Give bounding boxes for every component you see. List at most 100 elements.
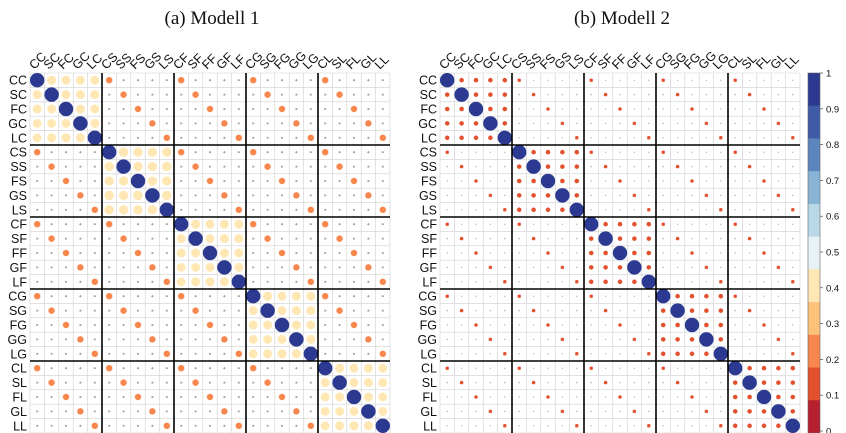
- panel-a-cell-FS-LL: [381, 179, 384, 183]
- panel-a-cell-SL-CG: [252, 381, 255, 384]
- panel-b-cell-GG-SF: [605, 338, 607, 340]
- panel-b-cell-SF-LS: [576, 238, 578, 240]
- panel-a-cell-CC-FF: [208, 79, 212, 82]
- panel-a-cell-SG-SF: [192, 307, 199, 314]
- panel-b-cell-LC-GF: [633, 137, 636, 139]
- panel-a-cell-FC-SC: [47, 104, 57, 114]
- panel-a-cell-SC-GF: [223, 93, 226, 96]
- panel-a-cell-SG-FF: [208, 309, 212, 312]
- panel-b-cell-FF-FF: [612, 245, 628, 261]
- panel-b-cell-GG-LL: [792, 338, 794, 340]
- panel-a-cell-LC-GS: [151, 136, 154, 139]
- panel-a-cell-SF-CF: [176, 234, 186, 244]
- panel-a-cell-FL-SS: [122, 395, 125, 399]
- panel-a-cell-FS-LS: [162, 176, 172, 186]
- panel-b-cell-SL-FG: [691, 382, 693, 384]
- panel-b-cell-GS-CF: [590, 194, 592, 196]
- panel-a-cell-FC-SF: [194, 107, 197, 111]
- panel-a-cell-CS-GF: [223, 151, 226, 154]
- panel-b-cell-LF-LG: [719, 280, 723, 284]
- panel-a-cell-GS-GC: [77, 192, 84, 199]
- panel-a-cell-GG-FG: [277, 334, 287, 344]
- panel-b-cell-LG-GG: [704, 351, 709, 357]
- panel-b-cell-FG-LS: [576, 324, 578, 326]
- panel-a-cell-FS-SF: [194, 179, 197, 183]
- panel-b-cell-CL-SS: [533, 367, 535, 369]
- panel-b-cell-LS-GS: [560, 207, 565, 213]
- panel-a-cell-GF-FS: [136, 266, 140, 269]
- panel-b-cell-FC-GG: [705, 108, 708, 110]
- panel-b-cell-SS-SS: [526, 159, 541, 174]
- panel-b-cell-SF-LL: [792, 238, 794, 240]
- panel-b-cell-LS-LL: [791, 208, 795, 212]
- panel-b-cell-FF-GC: [489, 252, 491, 254]
- panel-b-cell-FC-GC: [488, 106, 493, 112]
- panel-b-row-label: LG: [420, 347, 437, 361]
- panel-a-cell-SG-LL: [381, 309, 384, 312]
- panel-a-cell-SG-LS: [165, 309, 168, 312]
- panel-b-cell-LL-CL: [732, 423, 738, 429]
- panel-b-cell-SL-GS: [561, 382, 564, 384]
- panel-a-cell-LL-SG: [266, 424, 269, 427]
- panel-b-cell-LF-CG: [662, 281, 664, 283]
- panel-a-cell-CG-CG: [246, 289, 261, 304]
- panel-b-cell-GF-GF: [627, 260, 642, 275]
- panel-a-cell-CC-GS: [151, 79, 154, 82]
- panel-a-cell-CC-SG: [266, 79, 269, 82]
- panel-a-cell-SC-SG: [264, 91, 271, 98]
- panel-b-cell-FG-FF: [618, 323, 622, 327]
- panel-a-cell-CG-CC: [33, 292, 41, 300]
- panel-b-cell-GL-FG: [691, 410, 693, 412]
- panel-b-cell-GS-LF: [648, 194, 650, 196]
- panel-b-cell-GS-GF: [632, 193, 637, 198]
- panel-a-cell-LS-FC: [64, 208, 68, 211]
- panel-a-cell-CS-SS: [118, 147, 129, 157]
- panel-b-cell-FG-CF: [590, 324, 592, 326]
- panel-b-cell-FS-FG: [690, 179, 694, 183]
- panel-b-cell-GF-GL: [776, 265, 781, 270]
- panel-b-cell-GG-GL: [776, 337, 781, 342]
- panel-a-cell-CC-LG: [309, 79, 312, 82]
- panel-a-cell-CC-FC: [61, 75, 71, 85]
- panel-b-cell-SC-SC: [454, 87, 469, 102]
- panel-a-cell-FS-CC: [36, 179, 39, 183]
- panel-b-cell-SL-CF: [590, 382, 592, 384]
- panel-b-cell-GS-LC: [504, 194, 506, 196]
- panel-a-cell-LS-CF: [180, 208, 183, 211]
- panel-a-cell-SL-LL: [378, 378, 388, 388]
- panel-a-cell-LF-GS: [151, 280, 154, 283]
- panel-a-cell-SL-FG: [280, 381, 284, 384]
- panel-a-cell-LG-SG: [263, 349, 273, 359]
- panel-a-cell-LF-FS: [136, 280, 140, 283]
- panel-a-cell-LS-FG: [280, 208, 284, 211]
- panel-a-cell-LF-GF: [219, 277, 229, 287]
- panel-b-cell-FL-CS: [518, 396, 520, 398]
- panel-b-cell-LL-LS: [575, 424, 579, 428]
- panel-a-block-lines: [30, 73, 390, 433]
- panel-a-cell-GC-FC: [61, 118, 71, 128]
- panel-a-cell-GS-GS: [145, 188, 160, 203]
- panel-a-cell-GG-LC: [93, 338, 96, 341]
- panel-b-cell-GL-LS: [576, 410, 578, 412]
- panel-b-cell-GS-SL: [749, 194, 751, 196]
- panel-b-cell-GC-CF: [590, 122, 592, 124]
- panel-b-cell-SS-CF: [590, 166, 592, 168]
- panel-a-cell-LS-CG: [252, 208, 255, 211]
- panel-b-cell-LL-SG: [677, 425, 679, 427]
- panel-b-cell-LL-CC: [446, 425, 448, 427]
- panel-a-cell-GL-CL: [320, 406, 330, 416]
- panel-a-cell-LL-LG: [307, 422, 315, 430]
- panel-b-cell-FG-FC: [474, 323, 478, 327]
- panel-a-cell-CL-GF: [223, 367, 226, 370]
- panel-b-row-label: LC: [421, 131, 437, 145]
- panel-b-row-label: FS: [421, 175, 437, 189]
- panel-a-cell-GS-GF: [221, 192, 228, 199]
- panel-b-cell-FL-GG: [705, 396, 708, 398]
- panel-a-cell-GF-CC: [36, 266, 39, 269]
- panel-a-cell-CG-LC: [93, 295, 96, 298]
- panel-a-cell-CS-SG: [266, 151, 269, 154]
- panel-a-cell-SC-LL: [381, 93, 384, 96]
- panel-a-cell-CL-CC: [33, 364, 41, 372]
- panel-a-cell-GG-LS: [165, 338, 168, 341]
- panel-a-cell-LC-SS: [122, 136, 125, 139]
